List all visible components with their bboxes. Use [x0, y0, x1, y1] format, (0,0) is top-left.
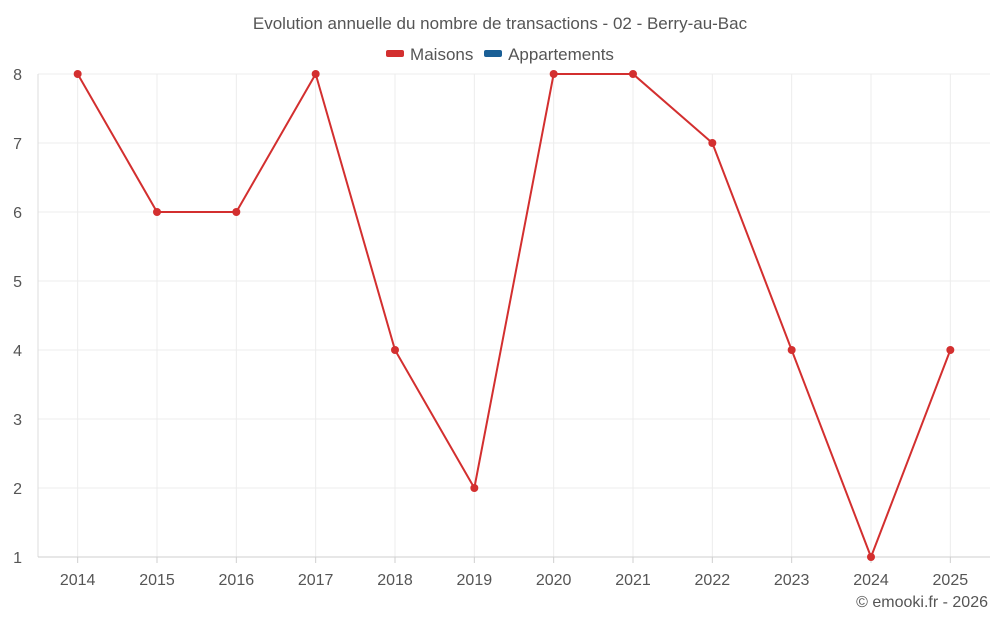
axes: 1 2 3 4 5 6 7 8 2014 2015 2016 2017 2018 2019 2020 2021…: [13, 67, 990, 589]
x-tick-label: 2015: [139, 572, 175, 589]
x-tick-label: 2018: [377, 572, 413, 589]
x-tick-label: 2014: [60, 572, 96, 589]
y-tick-label: 4: [13, 343, 22, 360]
data-point: [629, 70, 637, 78]
data-point: [867, 553, 875, 561]
legend-swatch-appartements: [484, 50, 503, 58]
grid: [38, 73, 990, 557]
x-tick-label: 2021: [615, 572, 651, 589]
y-tick-label: 1: [13, 550, 22, 567]
data-point: [549, 70, 558, 78]
credit-text: © emooki.fr - 2026: [856, 594, 988, 611]
x-tick-label: 2016: [219, 572, 255, 589]
x-tick-label: 2019: [457, 572, 493, 589]
data-point: [232, 208, 241, 216]
data-point: [73, 70, 82, 78]
x-tick-label: 2024: [853, 572, 889, 589]
y-tick-label: 8: [13, 67, 22, 84]
x-tick-label: 2025: [933, 572, 969, 589]
y-tick-label: 7: [13, 136, 22, 153]
chart-title: Evolution annuelle du nombre de transact…: [252, 14, 748, 33]
x-tick-label: 2022: [695, 572, 731, 589]
y-tick-label: 3: [13, 412, 22, 429]
x-tick-label: 2017: [298, 572, 334, 589]
data-point: [153, 208, 161, 216]
data-point: [946, 346, 955, 354]
series-line-maisons: [76, 73, 952, 558]
data-point: [311, 70, 320, 78]
legend-item-appartements[interactable]: Appartements: [484, 45, 614, 65]
x-tick-label: 2023: [774, 572, 810, 589]
y-tick-label: 2: [13, 481, 22, 498]
legend-label-maisons: Maisons: [410, 45, 474, 64]
legend-label-appartements: Appartements: [508, 45, 614, 64]
series-layer: [73, 70, 955, 561]
data-point: [787, 346, 796, 354]
legend-swatch-maisons: [386, 50, 405, 58]
data-point: [470, 484, 479, 492]
y-tick-label: 6: [13, 205, 22, 222]
data-point: [708, 139, 717, 147]
x-tick-label: 2020: [536, 572, 572, 589]
y-tick-label: 5: [13, 274, 22, 291]
data-point: [391, 346, 399, 354]
legend-item-maisons[interactable]: Maisons: [386, 45, 473, 65]
legend: Maisons Appartements: [0, 45, 1000, 65]
